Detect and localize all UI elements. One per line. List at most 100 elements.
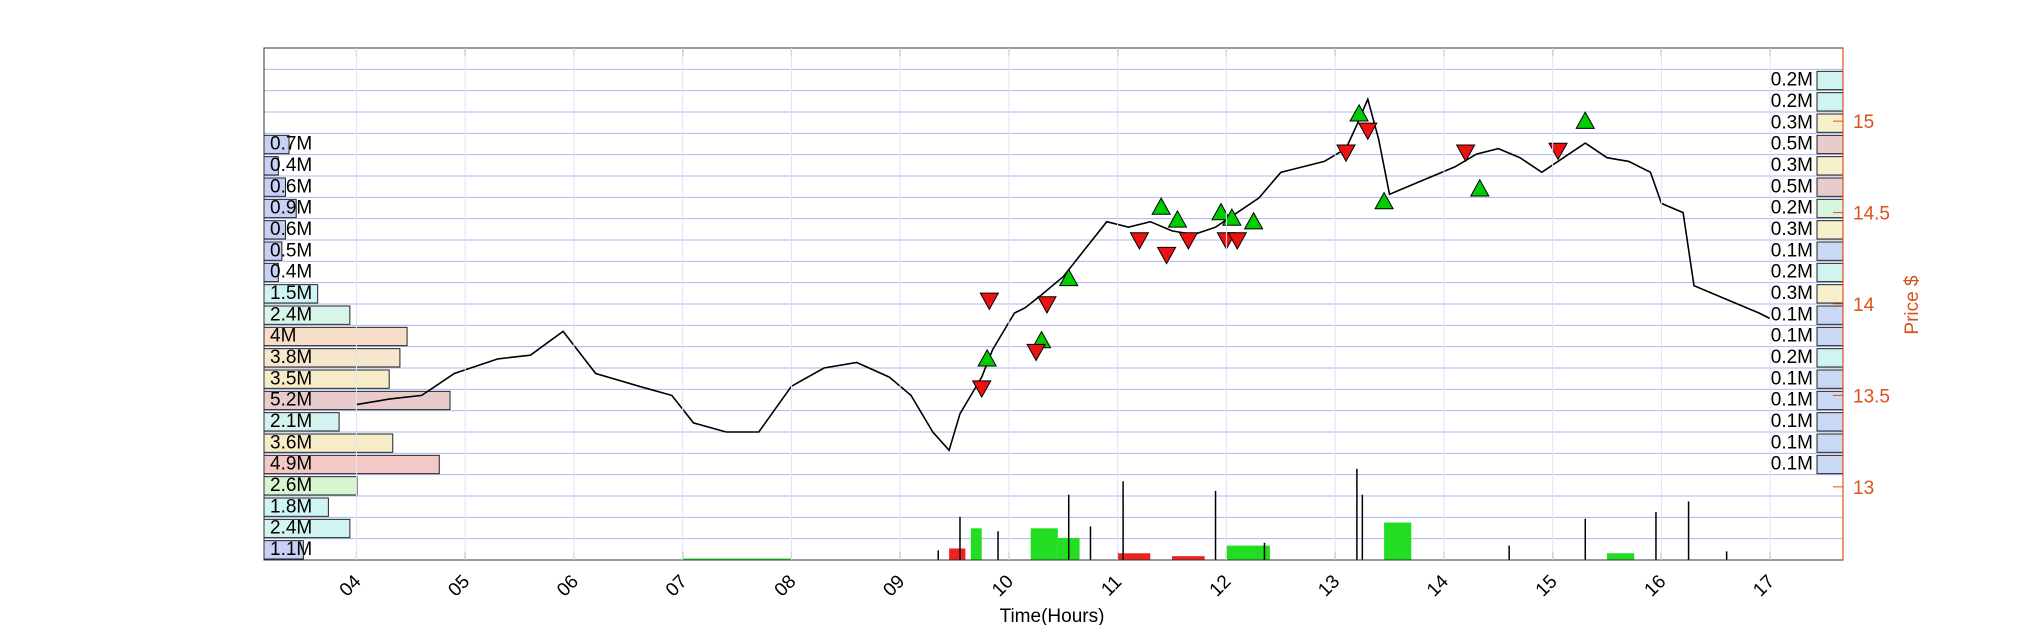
right-profile-label: 0.3M	[1771, 112, 1813, 133]
price-series-line	[356, 96, 1771, 452]
x-tick-label: 12	[1206, 571, 1236, 601]
right-profile-label: 0.1M	[1771, 304, 1813, 325]
volume-bar	[1384, 522, 1412, 560]
sell-marker	[1026, 343, 1046, 362]
left-profile-label: 0.6M	[270, 176, 312, 197]
sell-marker	[1037, 296, 1057, 315]
x-tick-label: 14	[1423, 571, 1453, 601]
right-profile-label: 0.3M	[1771, 283, 1813, 304]
buy-marker	[1167, 209, 1188, 228]
right-profile-label: 0.2M	[1771, 70, 1813, 91]
volume-bar	[682, 558, 792, 560]
right-profile-label: 0.2M	[1771, 91, 1813, 112]
right-profile-bar	[1816, 390, 1844, 411]
left-profile-label: 0.6M	[270, 219, 312, 240]
left-profile-label: 3.5M	[270, 368, 312, 389]
sell-marker	[1156, 246, 1177, 265]
right-profile-bar	[1816, 326, 1844, 347]
right-profile-bar	[1816, 262, 1844, 283]
right-profile-bar	[1816, 241, 1844, 261]
left-profile-label: 0.9M	[270, 198, 312, 219]
buy-marker	[1221, 208, 1242, 226]
right-profile-bar	[1816, 113, 1844, 133]
x-tick-label: 15	[1532, 571, 1562, 601]
sell-marker	[1548, 142, 1568, 161]
sell-marker	[1455, 144, 1476, 163]
left-profile-label: 1.1M	[270, 539, 312, 560]
right-profile-bar	[1816, 305, 1844, 325]
left-profile-label: 0.7M	[270, 134, 312, 155]
right-profile-label: 0.3M	[1771, 155, 1813, 176]
right-profile-label: 0.1M	[1771, 326, 1813, 347]
right-profile-label: 0.1M	[1771, 454, 1813, 475]
x-tick-label: 13	[1314, 571, 1344, 601]
x-tick-label: 16	[1641, 571, 1671, 601]
volume-bar	[1607, 553, 1635, 560]
buy-marker	[1211, 202, 1231, 221]
buy-marker	[1374, 191, 1394, 210]
right-profile-label: 0.1M	[1771, 240, 1813, 261]
x-tick-label: 09	[879, 571, 909, 601]
sell-marker	[1178, 232, 1199, 251]
right-tick-label: 15	[1853, 112, 1874, 133]
right-profile-bar	[1816, 369, 1844, 389]
right-tick-label: 13	[1853, 478, 1874, 499]
left-profile-label: 0.4M	[270, 262, 312, 283]
right-profile-bar	[1816, 433, 1844, 453]
right-profile-label: 0.5M	[1771, 134, 1813, 155]
left-profile-label: 3.6M	[270, 432, 312, 453]
x-axis-ticks: 04 05 06 07 08 09 10 11 12 13 14 15 16 17	[336, 48, 1779, 601]
right-profile-label: 0.2M	[1771, 198, 1813, 219]
right-profile-bar	[1816, 198, 1844, 219]
right-profile-label: 0.1M	[1771, 411, 1813, 432]
buy-marker	[1349, 103, 1369, 122]
volume-bar	[1226, 545, 1270, 560]
right-profile-label: 0.1M	[1771, 432, 1813, 453]
volume-bar	[1030, 528, 1058, 560]
volume-bars	[682, 468, 1728, 560]
buy-marker	[1575, 111, 1596, 129]
right-profile-label: 0.1M	[1771, 368, 1813, 389]
right-profile-bar	[1816, 348, 1844, 368]
sell-marker	[971, 380, 992, 399]
right-axis-label: Price $	[1902, 275, 1923, 335]
left-profile-label: 1.8M	[270, 496, 312, 517]
right-profile-label: 0.5M	[1771, 176, 1813, 197]
left-profile-label: 3.8M	[270, 347, 312, 368]
signal-markers	[971, 103, 1596, 399]
sell-marker	[1129, 232, 1150, 251]
right-tick-label: 14.5	[1853, 204, 1890, 225]
right-profile-bar	[1816, 134, 1844, 155]
volume-bar	[1172, 556, 1205, 560]
left-profile-label: 2.4M	[270, 304, 312, 325]
right-profile-bar	[1816, 284, 1844, 304]
buy-marker	[1151, 197, 1172, 215]
sell-marker	[1227, 232, 1248, 251]
right-profile-bar	[1816, 454, 1844, 475]
right-profile-label: 0.2M	[1771, 262, 1813, 283]
left-profile-label: 4.9M	[270, 454, 312, 475]
right-profile-bar	[1816, 70, 1844, 91]
left-profile-label: 2.1M	[270, 411, 312, 432]
right-profile-label: 0.2M	[1771, 347, 1813, 368]
sell-marker	[1357, 122, 1378, 141]
right-profile-label: 0.1M	[1771, 390, 1813, 411]
x-tick-label: 10	[988, 571, 1018, 601]
x-tick-label: 06	[553, 571, 583, 601]
price-line	[356, 96, 1771, 452]
buy-marker	[1469, 178, 1490, 197]
volume-bar	[949, 548, 966, 560]
left-profile-label: 1.5M	[270, 283, 312, 304]
buy-marker	[1243, 211, 1264, 230]
left-profile-label: 4M	[270, 326, 296, 347]
x-tick-label: 07	[662, 571, 692, 601]
right-volume-profile: 0.1M0.1M0.1M0.1M0.1M0.2M0.1M0.1M0.3M0.2M…	[1771, 70, 1844, 475]
x-tick-label: 17	[1749, 571, 1779, 601]
right-profile-bar	[1816, 177, 1844, 197]
volume-bar	[970, 528, 982, 560]
buy-marker	[977, 348, 998, 367]
sell-marker	[979, 292, 1000, 311]
left-profile-label: 0.5M	[270, 240, 312, 261]
grid-lines	[264, 68, 1843, 540]
